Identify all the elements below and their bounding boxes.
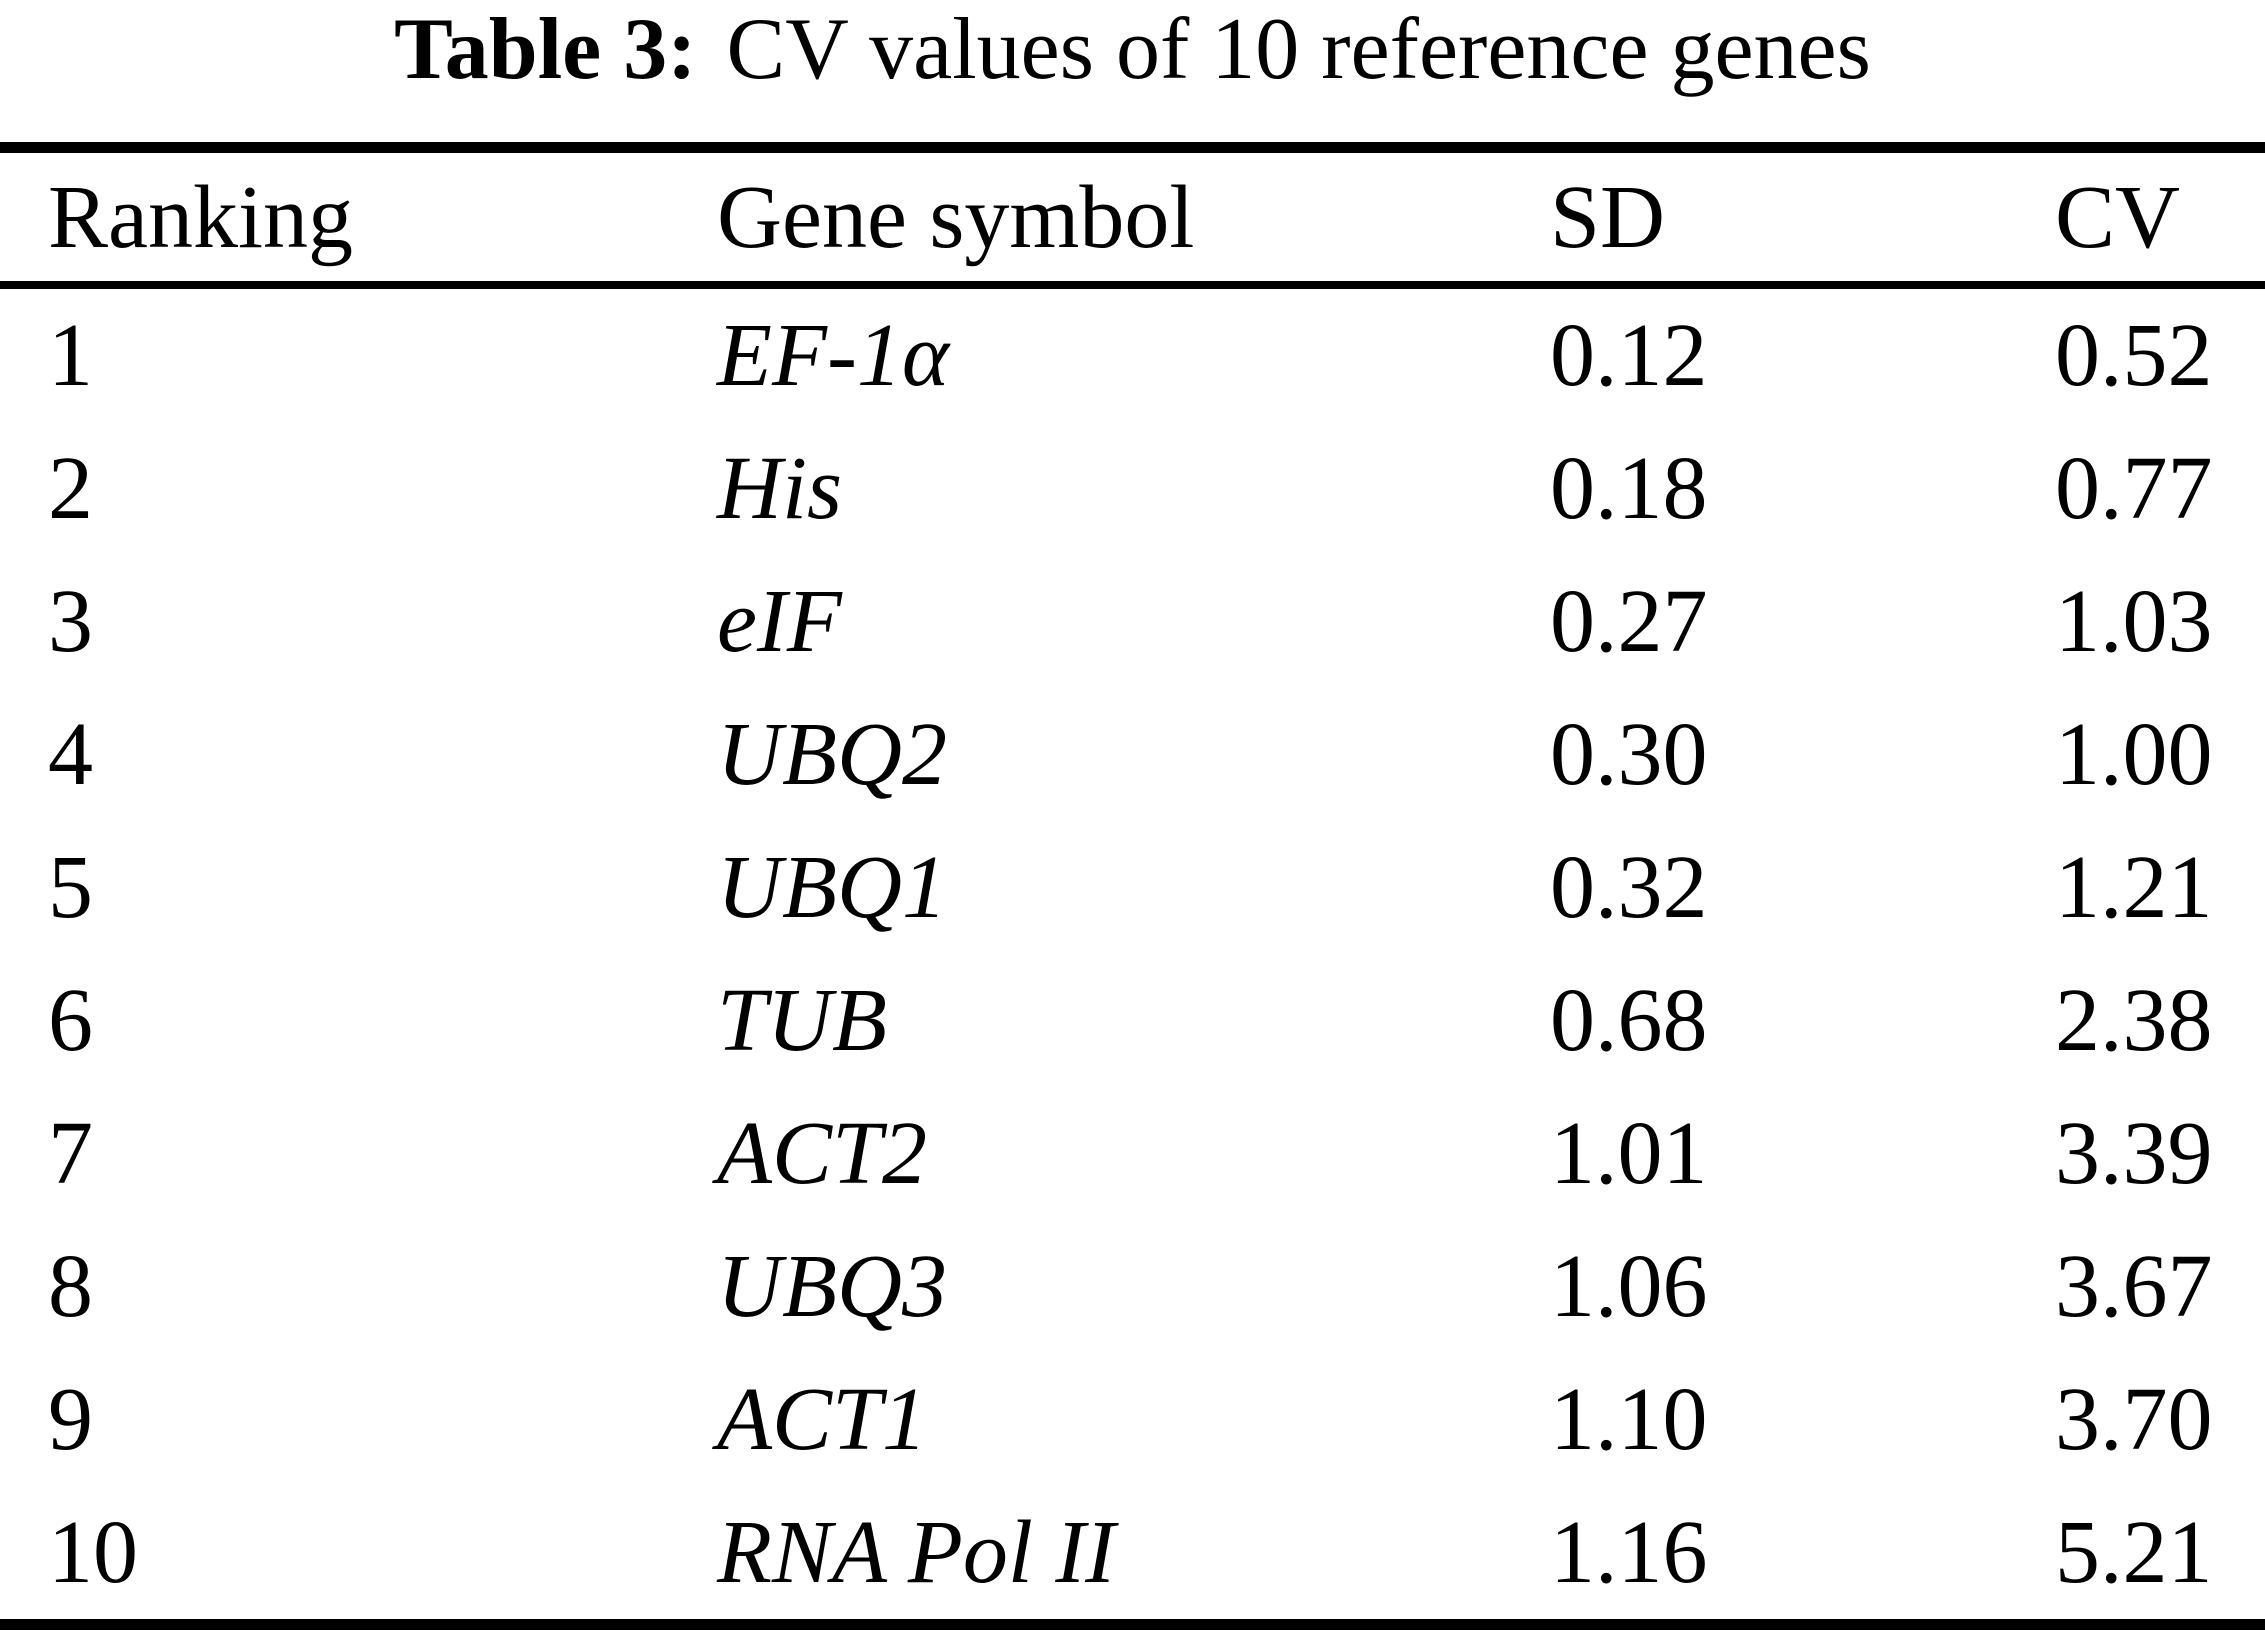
table-body: 1 EF-1α 0.12 0.52 2 His 0.18 0.77 3 eIF … xyxy=(0,289,2265,1619)
table-row: 3 eIF 0.27 1.03 xyxy=(0,555,2265,688)
header-ranking: Ranking xyxy=(48,167,353,267)
cell-ranking: 10 xyxy=(48,1503,138,1602)
table-row: 2 His 0.18 0.77 xyxy=(0,422,2265,555)
cell-gene-symbol: UBQ2 xyxy=(717,705,947,804)
cell-ranking: 1 xyxy=(48,306,93,405)
cell-sd: 0.27 xyxy=(1550,572,1708,671)
table-bottom-rule xyxy=(0,1619,2265,1630)
cell-sd: 0.68 xyxy=(1550,971,1708,1070)
cell-sd: 0.30 xyxy=(1550,705,1708,804)
cell-ranking: 2 xyxy=(48,439,93,538)
table-row: 4 UBQ2 0.30 1.00 xyxy=(0,688,2265,821)
cell-gene-symbol: TUB xyxy=(717,971,888,1070)
cell-cv: 0.52 xyxy=(2055,306,2213,405)
table-header-row: Ranking Gene symbol SD CV xyxy=(0,153,2265,281)
cell-ranking: 6 xyxy=(48,971,93,1070)
cell-ranking: 8 xyxy=(48,1237,93,1336)
header-gene-symbol: Gene symbol xyxy=(717,167,1195,267)
cell-sd: 1.06 xyxy=(1550,1237,1708,1336)
table-title: Table 3: CV values of 10 reference genes xyxy=(0,0,2265,142)
header-cv: CV xyxy=(2055,167,2181,267)
table-row: 7 ACT2 1.01 3.39 xyxy=(0,1087,2265,1220)
header-sd: SD xyxy=(1550,167,1666,267)
cell-sd: 1.01 xyxy=(1550,1104,1708,1203)
cell-cv: 1.00 xyxy=(2055,705,2213,804)
table-row: 6 TUB 0.68 2.38 xyxy=(0,954,2265,1087)
cell-cv: 3.70 xyxy=(2055,1370,2213,1469)
table-top-rule xyxy=(0,142,2265,153)
cell-sd: 0.32 xyxy=(1550,838,1708,937)
cell-cv: 3.39 xyxy=(2055,1104,2213,1203)
table-row: 9 ACT1 1.10 3.70 xyxy=(0,1353,2265,1486)
cell-ranking: 9 xyxy=(48,1370,93,1469)
cell-sd: 0.18 xyxy=(1550,439,1708,538)
cell-ranking: 5 xyxy=(48,838,93,937)
cell-cv: 3.67 xyxy=(2055,1237,2213,1336)
cell-cv: 2.38 xyxy=(2055,971,2213,1070)
cell-gene-symbol: ACT2 xyxy=(717,1104,928,1203)
cell-ranking: 3 xyxy=(48,572,93,671)
cell-gene-symbol: eIF xyxy=(717,572,842,671)
cell-ranking: 4 xyxy=(48,705,93,804)
cell-gene-symbol: ACT1 xyxy=(717,1370,928,1469)
cell-sd: 1.10 xyxy=(1550,1370,1708,1469)
cell-cv: 1.21 xyxy=(2055,838,2213,937)
cell-gene-symbol: RNA Pol II xyxy=(717,1503,1116,1602)
cell-gene-symbol: UBQ1 xyxy=(717,838,947,937)
cell-gene-symbol: UBQ3 xyxy=(717,1237,947,1336)
cell-gene-symbol: EF-1α xyxy=(717,306,950,405)
cell-cv: 1.03 xyxy=(2055,572,2213,671)
table-row: 8 UBQ3 1.06 3.67 xyxy=(0,1220,2265,1353)
table-title-label: Table 3: xyxy=(394,1,697,98)
cell-sd: 1.16 xyxy=(1550,1503,1708,1602)
cell-sd: 0.12 xyxy=(1550,306,1708,405)
cell-gene-symbol: His xyxy=(717,439,843,538)
table-row: 5 UBQ1 0.32 1.21 xyxy=(0,821,2265,954)
cell-ranking: 7 xyxy=(48,1104,93,1203)
cell-cv: 0.77 xyxy=(2055,439,2213,538)
table-row: 1 EF-1α 0.12 0.52 xyxy=(0,289,2265,422)
table-header-rule xyxy=(0,281,2265,289)
cell-cv: 5.21 xyxy=(2055,1503,2213,1602)
table-title-caption: CV values of 10 reference genes xyxy=(726,1,1871,98)
table-row: 10 RNA Pol II 1.16 5.21 xyxy=(0,1486,2265,1619)
